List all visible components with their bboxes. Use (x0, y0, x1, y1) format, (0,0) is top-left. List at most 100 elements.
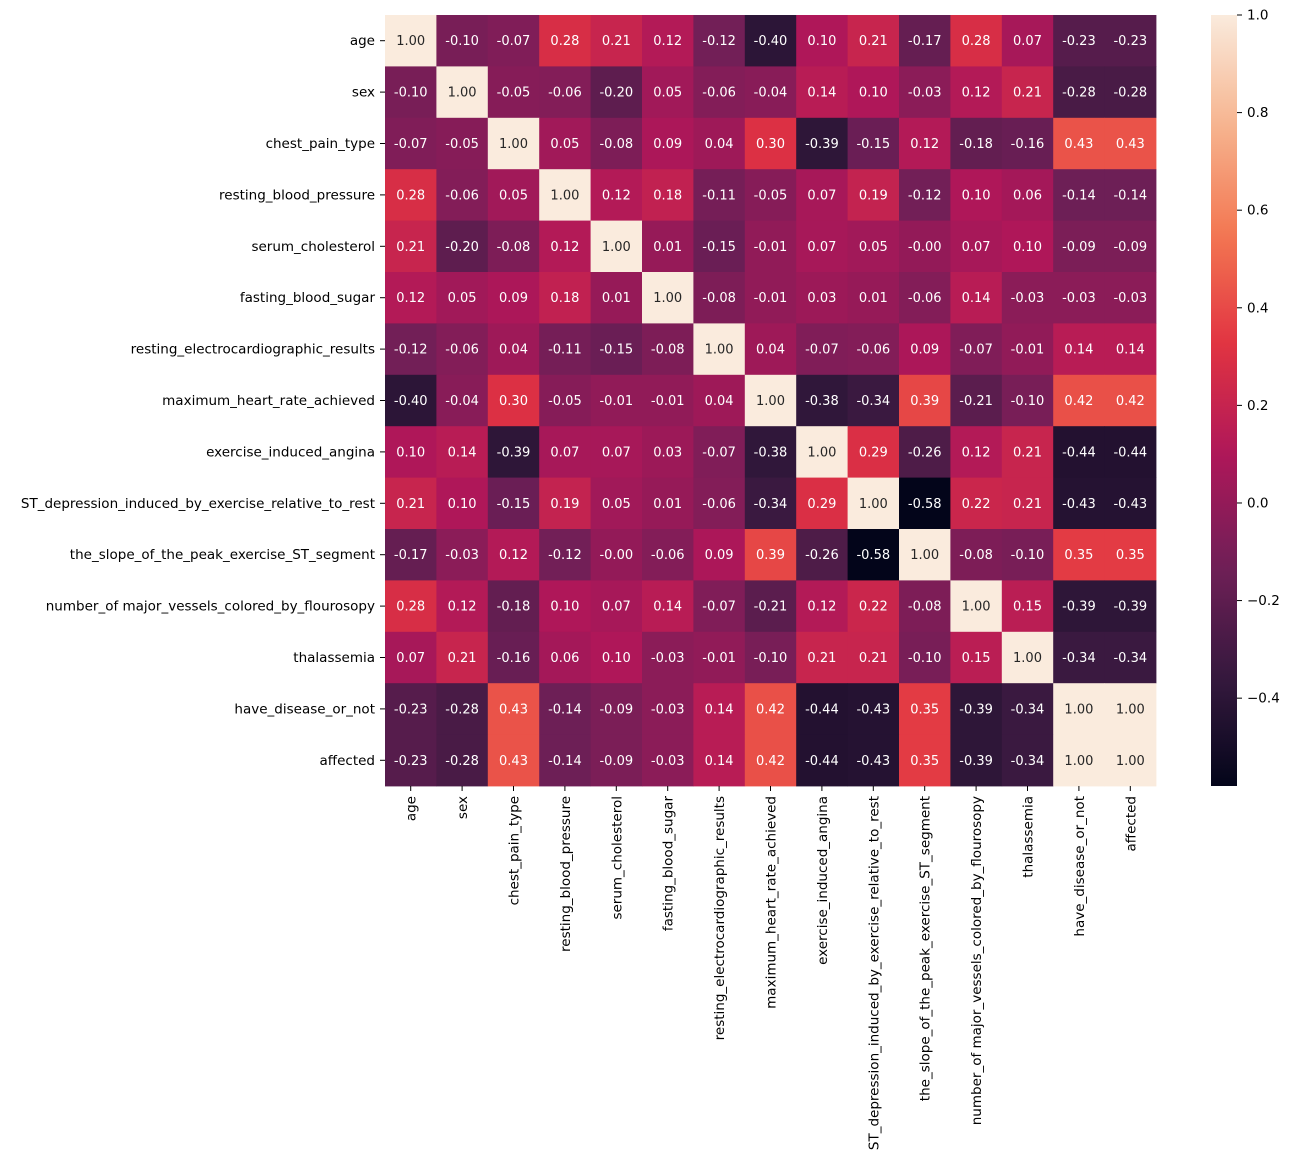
heatmap-cell (744, 683, 797, 735)
heatmap-cell (590, 15, 643, 67)
heatmap-cell (1104, 631, 1157, 684)
heatmap-cell (385, 683, 437, 735)
x-tick-label: resting_electrocardiographic_results (712, 796, 728, 1040)
heatmap-cell (899, 631, 951, 684)
cell-annotation: -0.05 (754, 188, 788, 203)
heatmap-cell (436, 734, 489, 787)
heatmap-cell (385, 169, 437, 221)
cell-annotation: 0.12 (653, 34, 682, 49)
heatmap-cell (950, 477, 1003, 530)
colorbar-tick-label: 0.8 (1247, 105, 1268, 121)
cell-annotation: 0.18 (550, 291, 579, 306)
heatmap-cell (1053, 117, 1105, 170)
cell-annotation: 0.42 (1116, 394, 1145, 409)
cell-annotation: 0.12 (807, 600, 836, 615)
cell-annotation: -0.01 (651, 394, 685, 409)
cell-annotation: 1.00 (1064, 754, 1093, 769)
heatmap-cell (539, 580, 591, 633)
heatmap-cell (1053, 272, 1105, 324)
heatmap-cell (847, 169, 900, 221)
cell-annotation: -0.14 (1113, 188, 1147, 203)
heatmap-cell (642, 529, 694, 581)
heatmap-cell (385, 529, 437, 581)
cell-annotation: 0.04 (756, 343, 785, 358)
x-tick-labels: age sex chest_pain_type resting_blood_press… (404, 786, 1139, 1150)
cell-annotation: 0.03 (807, 291, 836, 306)
cell-annotation: -0.06 (908, 291, 942, 306)
cell-annotation: 0.43 (1064, 137, 1093, 152)
cell-annotation: 0.12 (499, 548, 528, 563)
cell-annotation: 0.43 (499, 702, 528, 717)
heatmap-cell (1001, 272, 1054, 324)
heatmap-cell (899, 220, 951, 273)
y-tick-label: fasting_blood_sugar (240, 290, 376, 306)
cell-annotation: 0.28 (550, 34, 579, 49)
heatmap-cell (539, 15, 591, 67)
heatmap-cell (1104, 734, 1157, 787)
cell-annotation: 1.00 (962, 600, 991, 615)
heatmap-cell (847, 631, 900, 684)
cell-annotation: 0.07 (550, 445, 579, 460)
cell-annotation: -0.10 (754, 651, 788, 666)
cell-annotation: 0.09 (653, 137, 682, 152)
heatmap-cell (1053, 169, 1105, 221)
heatmap-cell (796, 272, 848, 324)
heatmap-cell (385, 15, 437, 67)
cell-annotation: 0.30 (756, 137, 785, 152)
cell-annotation: -0.14 (1062, 188, 1096, 203)
cell-annotation: 0.21 (1013, 497, 1042, 512)
heatmap-cell (693, 683, 746, 735)
heatmap-cell (950, 323, 1003, 376)
cell-annotation: -0.21 (754, 600, 788, 615)
cell-annotation: -0.23 (394, 702, 428, 717)
cell-annotation: 0.14 (705, 754, 734, 769)
heatmap-cell (1001, 169, 1054, 221)
heatmap-cell (899, 734, 951, 787)
cell-annotation: -0.43 (1113, 497, 1147, 512)
x-tick-label: age (404, 796, 420, 821)
cell-annotation: 0.12 (602, 188, 631, 203)
heatmap-cell (1053, 683, 1105, 735)
cell-annotation: -0.12 (548, 548, 582, 563)
heatmap-cell (899, 374, 951, 427)
cell-annotation: 0.21 (396, 240, 425, 255)
cell-annotation: -0.04 (754, 86, 788, 101)
cell-annotation: -0.40 (394, 394, 428, 409)
cell-annotation: 0.39 (910, 394, 939, 409)
cell-annotation: 0.35 (910, 702, 939, 717)
cell-annotation: -0.39 (1062, 600, 1096, 615)
cell-annotation: 0.35 (1116, 548, 1145, 563)
cell-annotation: 0.21 (807, 651, 836, 666)
heatmap-cell (487, 734, 540, 787)
cell-annotation: -0.34 (1011, 754, 1045, 769)
heatmap-cell (847, 580, 900, 633)
heatmap-cell (590, 220, 643, 273)
heatmap-cell (642, 580, 694, 633)
cell-annotation: 0.07 (962, 240, 991, 255)
cell-annotation: 0.29 (807, 497, 836, 512)
heatmap-cell (642, 169, 694, 221)
cell-annotation: -0.39 (959, 702, 993, 717)
cell-annotation: -0.43 (856, 702, 890, 717)
heatmap-cell (436, 15, 489, 67)
cell-annotation: -0.09 (599, 702, 633, 717)
heatmap-cell (1053, 426, 1105, 478)
cell-annotation: 1.00 (705, 343, 734, 358)
cell-annotations: 1.00 -0.10 -0.07 0.28 0.21 0.12 -0.12 -0.40 0.10… (394, 34, 1147, 769)
heatmap-cell (590, 683, 643, 735)
cell-annotation: 0.09 (499, 291, 528, 306)
cell-annotation: -0.10 (1011, 394, 1045, 409)
cell-annotation: -0.15 (497, 497, 531, 512)
heatmap-cell (539, 323, 591, 376)
heatmap-cell (899, 66, 951, 119)
cell-annotation: -0.18 (497, 600, 531, 615)
heatmap-cell (1001, 580, 1054, 633)
y-tick-label: resting_blood_pressure (219, 187, 375, 203)
cell-annotation: 0.14 (653, 600, 682, 615)
cell-annotation: -0.07 (959, 343, 993, 358)
heatmap-cell (487, 426, 540, 478)
cell-annotation: 0.01 (653, 497, 682, 512)
x-tick-label: the_slope_of_the_peak_exercise_ST_segmen… (918, 796, 934, 1101)
cell-annotation: 0.39 (756, 548, 785, 563)
heatmap-cell (487, 117, 540, 170)
